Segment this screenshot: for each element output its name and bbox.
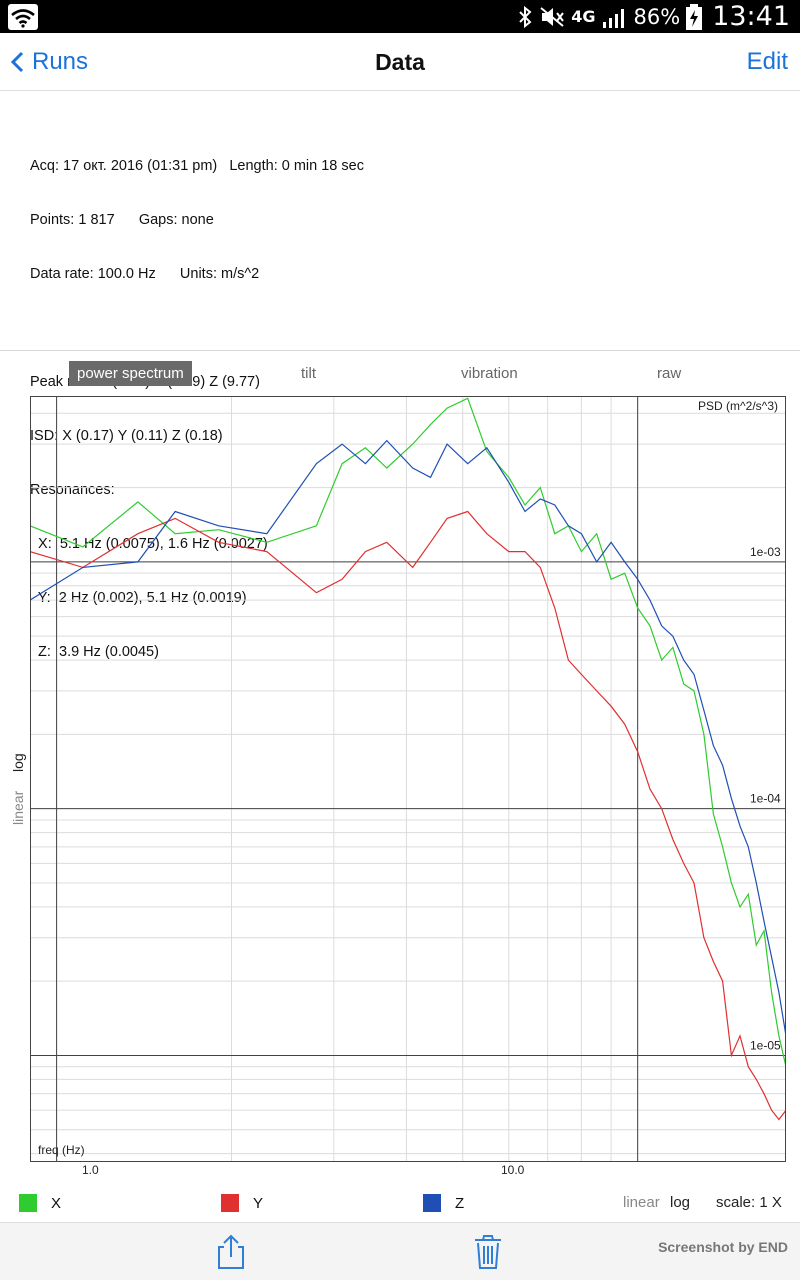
edit-button[interactable]: Edit xyxy=(746,48,788,75)
status-bar: 4G 86% 13:41 xyxy=(0,0,800,33)
battery-percent: 86% xyxy=(633,4,681,29)
info-line: Y: 2 Hz (0.002), 5.1 Hz (0.0019) xyxy=(30,590,247,606)
info-line: Z: 3.9 Hz (0.0045) xyxy=(30,644,159,660)
x-linear-toggle[interactable]: linear xyxy=(623,1194,660,1211)
mute-icon xyxy=(540,6,565,27)
info-line: ISD: X (0.17) Y (0.11) Z (0.18) xyxy=(30,428,223,444)
scale-toggle[interactable]: scale: 1 X xyxy=(716,1194,782,1211)
legend-item-z: Z xyxy=(423,1190,464,1216)
x-log-toggle[interactable]: log xyxy=(670,1194,691,1211)
legend-label-x: X xyxy=(51,1194,62,1212)
y-tick-label: 1e-03 xyxy=(750,545,781,559)
x-axis-label: freq (Hz) xyxy=(38,1143,85,1157)
info-line: Acq: 17 окт. 2016 (01:31 pm) Length: 0 m… xyxy=(30,158,364,174)
legend-swatch-y xyxy=(221,1194,239,1212)
legend-swatch-x xyxy=(19,1194,37,1212)
x-tick-label: 10.0 xyxy=(501,1163,525,1177)
y-axis-label: PSD (m^2/s^3) xyxy=(698,399,778,413)
series-line-x xyxy=(30,397,786,1067)
y-tick-label: 1e-04 xyxy=(750,792,781,806)
legend-label-y: Y xyxy=(253,1194,264,1212)
signal-icon xyxy=(602,8,624,28)
info-line: X: 5.1 Hz (0.0075), 1.6 Hz (0.0027) xyxy=(30,536,268,552)
divider xyxy=(0,350,800,351)
legend-swatch-z xyxy=(423,1194,441,1212)
back-button[interactable]: Runs xyxy=(8,33,88,91)
run-info: Acq: 17 окт. 2016 (01:31 pm) Length: 0 m… xyxy=(30,121,364,679)
bottom-toolbar: Screenshot by END xyxy=(0,1222,800,1280)
tab-raw[interactable]: raw xyxy=(657,365,682,382)
y-linear-toggle[interactable]: linear xyxy=(10,790,26,825)
tab-tilt[interactable]: tilt xyxy=(301,365,316,382)
view-tabs: power spectrum tilt vibration raw xyxy=(0,361,800,387)
network-type: 4G xyxy=(571,6,596,26)
wifi-icon xyxy=(8,4,38,30)
psd-chart[interactable]: 1e-03 1e-04 1e-05 PSD (m^2/s^3) freq (Hz) xyxy=(30,396,786,1162)
back-label: Runs xyxy=(32,48,89,75)
share-icon xyxy=(218,1234,244,1269)
y-log-toggle[interactable]: log xyxy=(10,753,26,772)
info-line xyxy=(30,319,364,337)
battery-charging-icon xyxy=(686,3,703,30)
clock: 13:41 xyxy=(712,1,790,32)
screenshot-credit: Screenshot by END xyxy=(658,1239,788,1255)
share-button[interactable] xyxy=(215,1233,247,1271)
page-title: Data xyxy=(375,49,425,75)
delete-button[interactable] xyxy=(472,1233,504,1271)
tab-power-spectrum[interactable]: power spectrum xyxy=(69,361,192,386)
chart-frame xyxy=(30,396,786,1162)
legend: X Y Z linear log scale: 1 X xyxy=(0,1190,800,1216)
y-tick-label: 1e-05 xyxy=(750,1038,781,1052)
chevron-left-icon xyxy=(10,51,24,73)
tab-vibration[interactable]: vibration xyxy=(461,365,518,382)
info-line: Resonances: xyxy=(30,482,115,498)
info-line: Points: 1 817 Gaps: none xyxy=(30,212,214,228)
legend-item-y: Y xyxy=(221,1190,263,1216)
legend-item-x: X xyxy=(19,1190,61,1216)
psd-chart-svg: 1e-03 1e-04 1e-05 PSD (m^2/s^3) freq (Hz) xyxy=(30,396,786,1162)
bluetooth-icon xyxy=(519,5,532,28)
nav-bar: Data Runs Edit xyxy=(0,33,800,91)
series-line-y xyxy=(30,510,786,1121)
y-scale-toggle: linear log xyxy=(6,745,30,835)
trash-icon xyxy=(475,1235,501,1269)
x-tick-label: 1.0 xyxy=(82,1163,99,1177)
series-line-z xyxy=(30,439,786,1036)
legend-label-z: Z xyxy=(455,1194,465,1212)
info-line: Data rate: 100.0 Hz Units: m/s^2 xyxy=(30,266,260,282)
